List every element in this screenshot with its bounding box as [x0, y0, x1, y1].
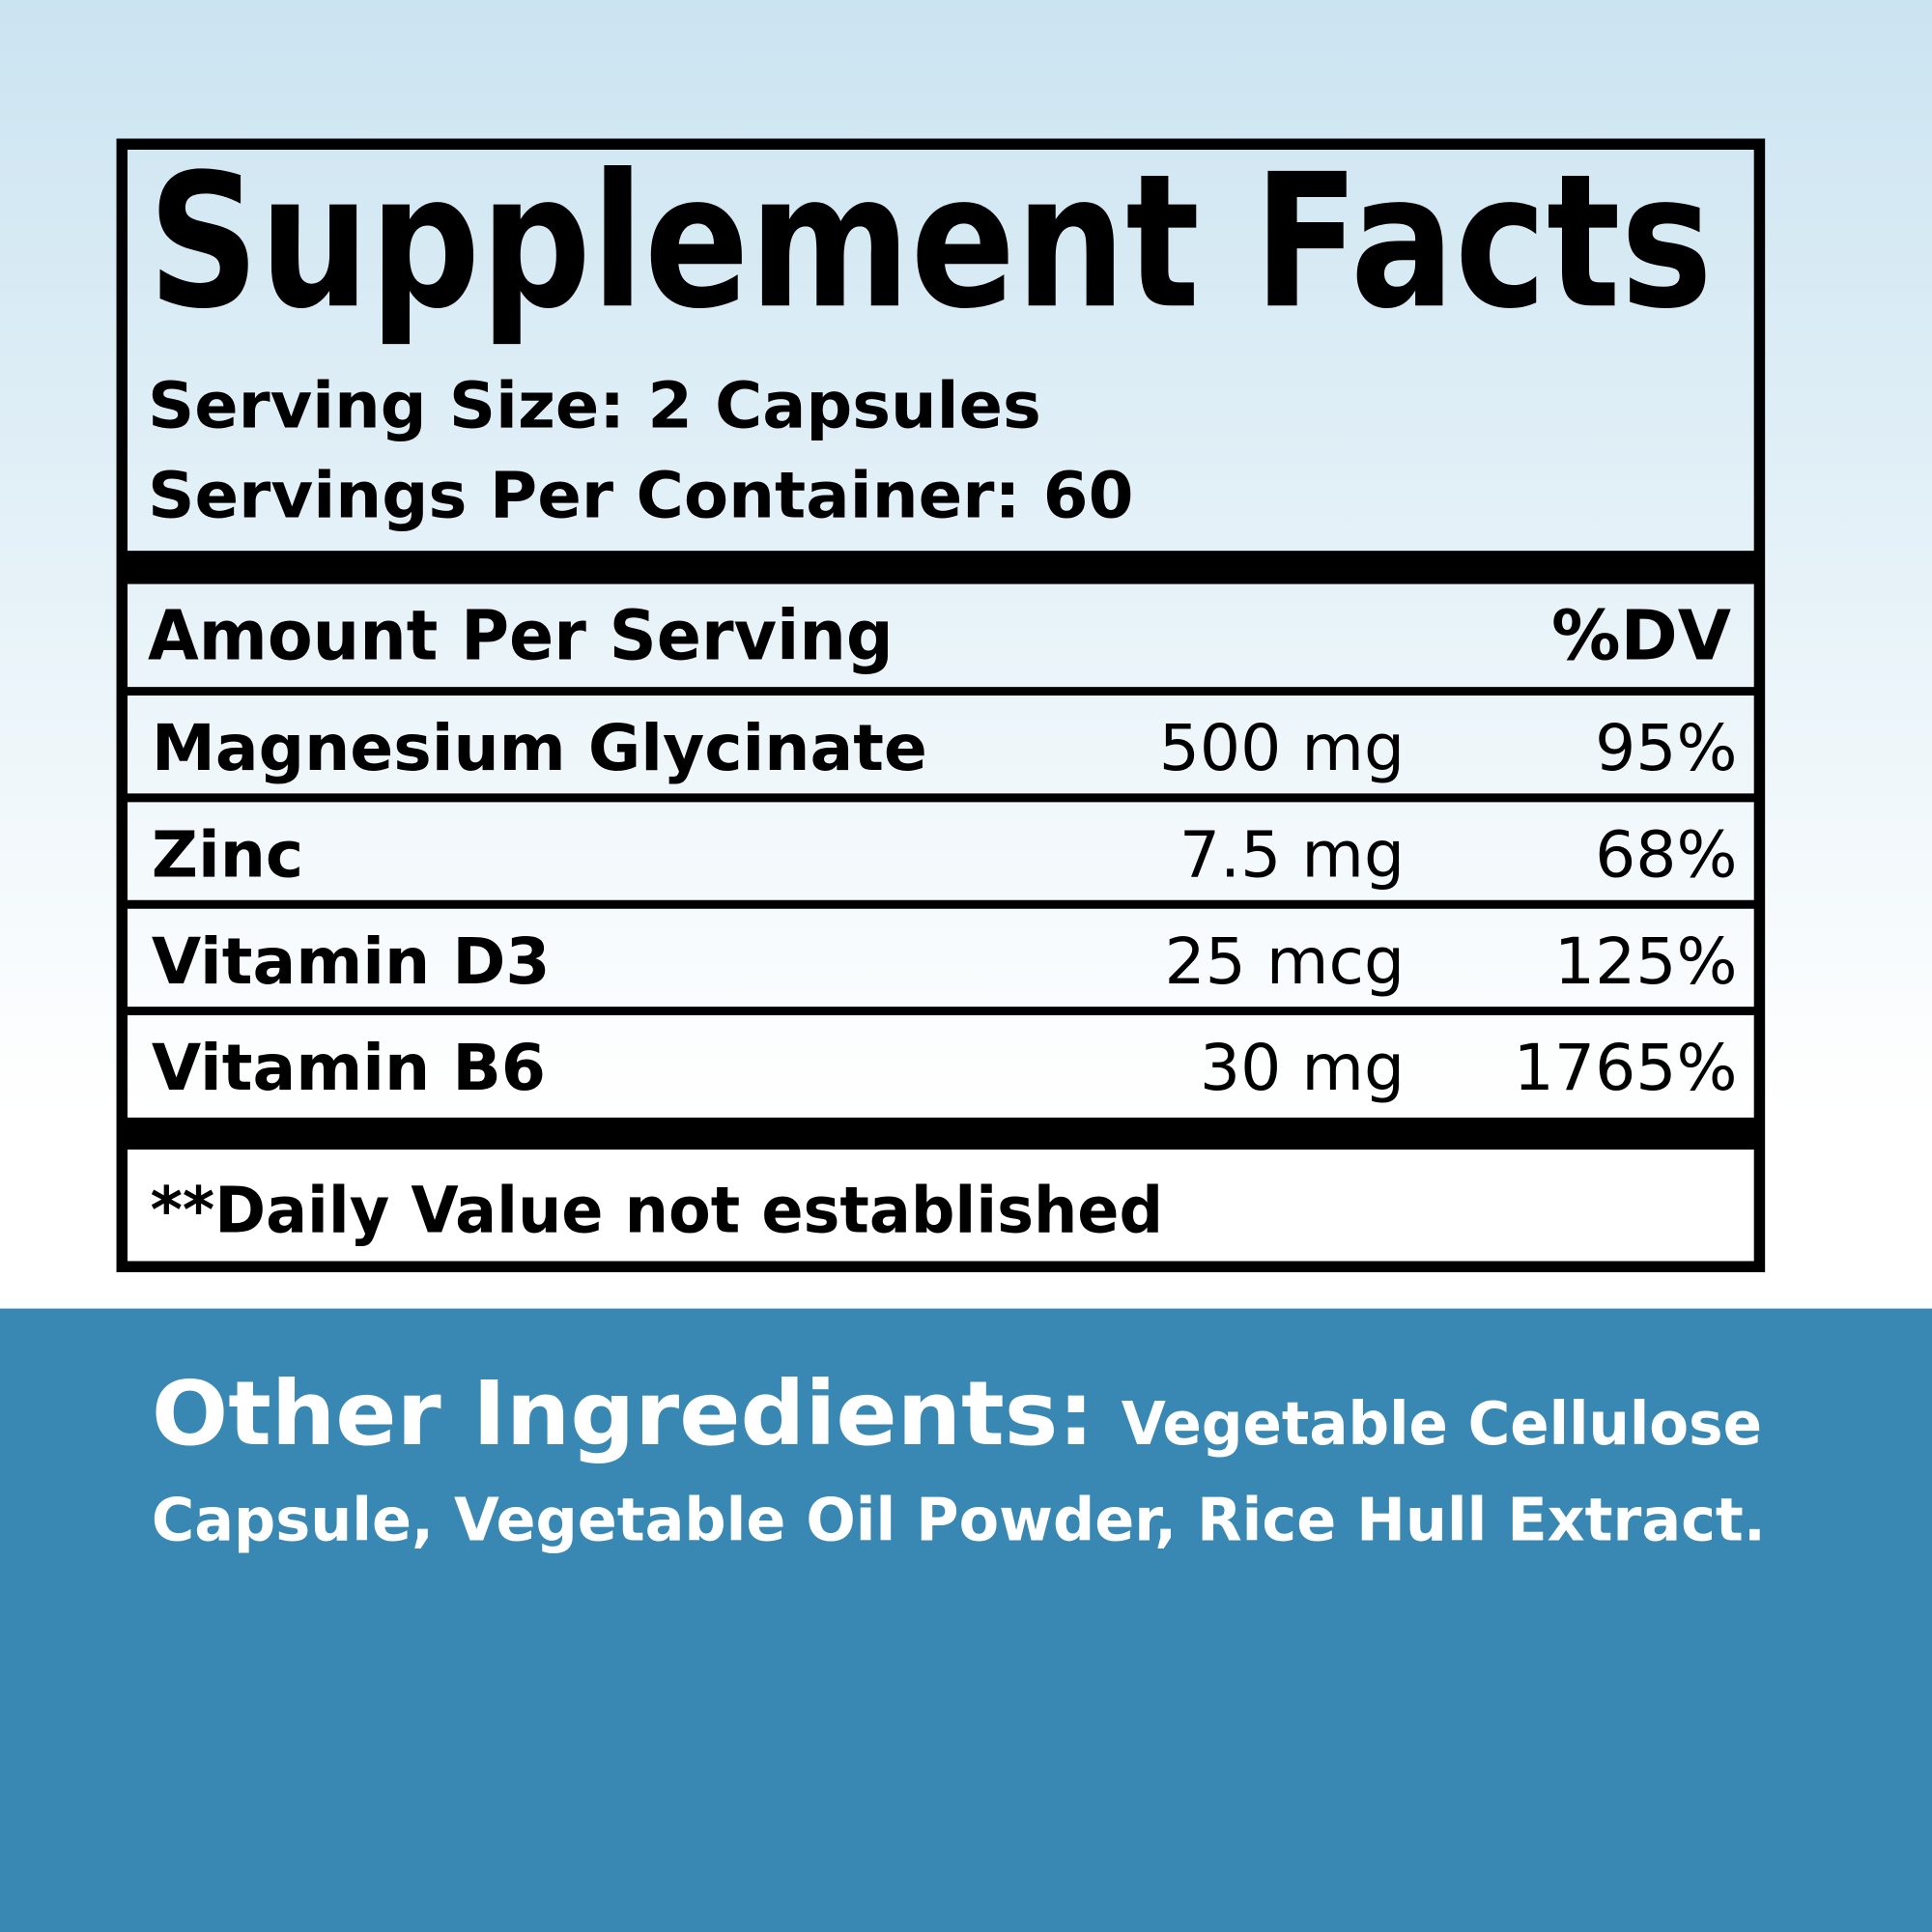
nutrient-amount: 30 mg [1200, 1030, 1405, 1105]
other-ingredients-text: Capsule, Vegetable Oil Powder, Rice Hull… [152, 1486, 1766, 1554]
nutrient-dv: 68% [1595, 817, 1737, 893]
divider-thick [122, 1117, 1760, 1151]
header-dv: %DV [1551, 595, 1731, 675]
servings-per-container: Servings Per Container: 60 [148, 458, 1133, 533]
header-amount: Amount Per Serving [148, 595, 894, 675]
nutrient-name: Magnesium Glycinate [152, 710, 927, 785]
ingredients-band [0, 1308, 1932, 1932]
title: Supplement Facts [148, 134, 1713, 350]
facts-box [116, 138, 1766, 1272]
nutrient-name: Vitamin D3 [152, 923, 551, 999]
nutrient-dv: 95% [1595, 710, 1737, 785]
serving-size: Serving Size: 2 Capsules [148, 368, 1041, 443]
nutrient-name: Zinc [152, 817, 303, 893]
rows: Magnesium Glycinate 500 mg 95% Zinc 7.5 mg 68… [122, 710, 1760, 1105]
nutrient-amount: 25 mcg [1164, 923, 1405, 999]
background [0, 0, 1932, 1309]
nutrient-amount: 7.5 mg [1179, 817, 1405, 893]
nutrient-name: Vitamin B6 [152, 1030, 546, 1105]
other-ingredients-text: Vegetable Cellulose [1122, 1390, 1762, 1459]
divider-thick [122, 551, 1760, 584]
nutrient-amount: 500 mg [1159, 710, 1405, 785]
footnote: **Daily Value not established [151, 1173, 1163, 1248]
nutrient-dv: 125% [1554, 923, 1738, 999]
nutrient-dv: 1765% [1514, 1030, 1738, 1105]
other-ingredients-label: Other Ingredients: [152, 1362, 1094, 1465]
